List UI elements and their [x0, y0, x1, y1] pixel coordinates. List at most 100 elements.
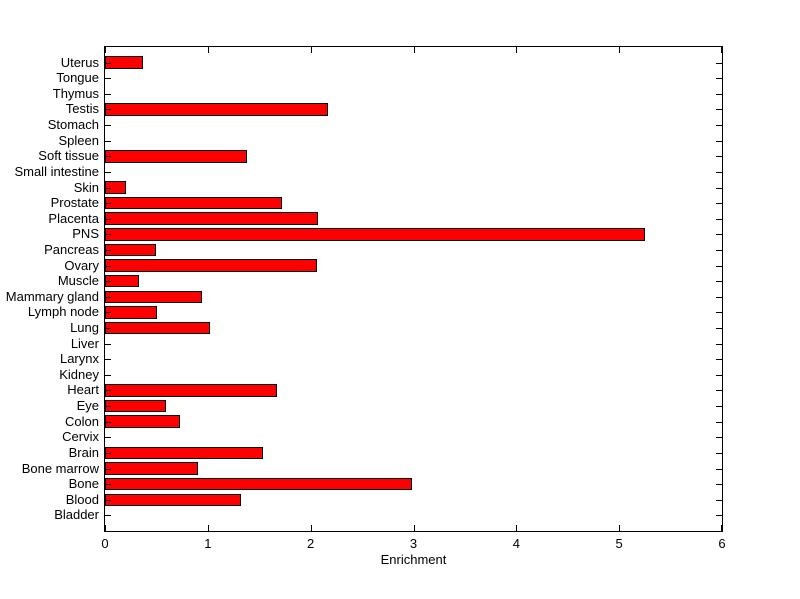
- bar-ovary: [105, 259, 317, 272]
- x-tick-bottom: [311, 525, 312, 531]
- y-tick-left: [105, 219, 111, 220]
- y-axis-label: Blood: [65, 491, 99, 507]
- y-tick-right: [716, 500, 722, 501]
- y-tick-left: [105, 515, 111, 516]
- y-tick-left: [105, 250, 111, 251]
- bar-colon: [105, 415, 181, 428]
- y-axis-label: Spleen: [58, 132, 99, 148]
- bar-bone-marrow: [105, 462, 198, 475]
- y-axis-label: Skin: [73, 179, 99, 195]
- y-tick-left: [105, 109, 111, 110]
- y-axis-label: Lung: [70, 320, 99, 336]
- plot-area: [104, 46, 723, 532]
- y-tick-left: [105, 328, 111, 329]
- y-tick-left: [105, 234, 111, 235]
- y-axis-label: Colon: [65, 413, 99, 429]
- y-tick-left: [105, 437, 111, 438]
- x-tick-top: [311, 47, 312, 53]
- y-tick-right: [716, 328, 722, 329]
- bar-placenta: [105, 212, 318, 225]
- bar-bone: [105, 477, 413, 491]
- y-tick-right: [716, 359, 722, 360]
- y-tick-left: [105, 188, 111, 189]
- y-tick-left: [105, 484, 111, 485]
- y-tick-left: [105, 500, 111, 501]
- y-axis-label: Uterus: [60, 54, 99, 70]
- y-tick-right: [716, 344, 722, 345]
- x-tick-bottom: [619, 525, 620, 531]
- y-tick-right: [716, 297, 722, 298]
- y-axis-label: Bone: [68, 476, 99, 492]
- y-tick-left: [105, 422, 111, 423]
- x-tick-label: 2: [307, 536, 315, 551]
- y-tick-right: [716, 484, 722, 485]
- y-tick-left: [105, 203, 111, 204]
- y-tick-left: [105, 359, 111, 360]
- y-tick-right: [716, 406, 722, 407]
- x-tick-top: [105, 47, 106, 53]
- y-axis-label: Brain: [68, 444, 99, 460]
- y-tick-right: [716, 437, 722, 438]
- y-tick-right: [716, 453, 722, 454]
- bar-prostate: [105, 196, 282, 210]
- y-tick-right: [716, 515, 722, 516]
- x-tick-top: [721, 47, 722, 53]
- y-tick-left: [105, 297, 111, 298]
- bar-pns: [105, 228, 645, 241]
- bar-mammary-gland: [105, 290, 202, 304]
- y-tick-right: [716, 250, 722, 251]
- y-tick-right: [716, 78, 722, 79]
- bar-skin: [105, 181, 126, 194]
- y-tick-right: [716, 109, 722, 110]
- y-tick-right: [716, 156, 722, 157]
- y-tick-left: [105, 94, 111, 95]
- y-axis-label: Tongue: [56, 70, 99, 86]
- y-axis-label: Lymph node: [27, 304, 99, 320]
- y-axis-label: Mammary gland: [5, 288, 99, 304]
- y-tick-right: [716, 469, 722, 470]
- bar-eye: [105, 399, 166, 413]
- x-tick-bottom: [414, 525, 415, 531]
- y-tick-left: [105, 406, 111, 407]
- y-axis-label: Larynx: [59, 351, 99, 367]
- y-axis-label: Testis: [65, 101, 99, 117]
- y-tick-left: [105, 141, 111, 142]
- y-axis-label: Stomach: [47, 117, 99, 133]
- y-tick-right: [716, 172, 722, 173]
- bar-testis: [105, 103, 329, 116]
- bar-heart: [105, 384, 277, 397]
- y-tick-left: [105, 312, 111, 313]
- bar-lymph-node: [105, 306, 158, 319]
- y-tick-right: [716, 390, 722, 391]
- y-tick-left: [105, 63, 111, 64]
- y-tick-right: [716, 203, 722, 204]
- bar-uterus: [105, 56, 144, 69]
- y-tick-left: [105, 281, 111, 282]
- y-axis-label: Prostate: [50, 195, 99, 211]
- y-axis-label: Thymus: [52, 85, 99, 101]
- y-axis-label: Ovary: [64, 257, 99, 273]
- y-tick-right: [716, 234, 722, 235]
- y-tick-left: [105, 375, 111, 376]
- y-tick-right: [716, 125, 722, 126]
- x-tick-label: 1: [204, 536, 212, 551]
- x-axis-title: Enrichment: [380, 552, 447, 567]
- x-tick-bottom: [208, 525, 209, 531]
- y-axis-label: Placenta: [48, 210, 99, 226]
- bar-pancreas: [105, 243, 157, 257]
- y-axis-label: Bladder: [54, 507, 99, 523]
- y-axis-label: Bone marrow: [21, 460, 99, 476]
- y-axis-label: PNS: [72, 226, 99, 242]
- y-axis-label: Eye: [76, 398, 99, 414]
- x-tick-bottom: [721, 525, 722, 531]
- y-tick-left: [105, 344, 111, 345]
- y-tick-left: [105, 78, 111, 79]
- y-axis-label: Heart: [67, 382, 99, 398]
- y-axis-label: Liver: [70, 335, 99, 351]
- y-axis-label: Kidney: [59, 366, 99, 382]
- bar-blood: [105, 493, 241, 507]
- y-tick-left: [105, 125, 111, 126]
- x-tick-label: 0: [101, 536, 109, 551]
- y-tick-right: [716, 219, 722, 220]
- bar-soft-tissue: [105, 150, 247, 163]
